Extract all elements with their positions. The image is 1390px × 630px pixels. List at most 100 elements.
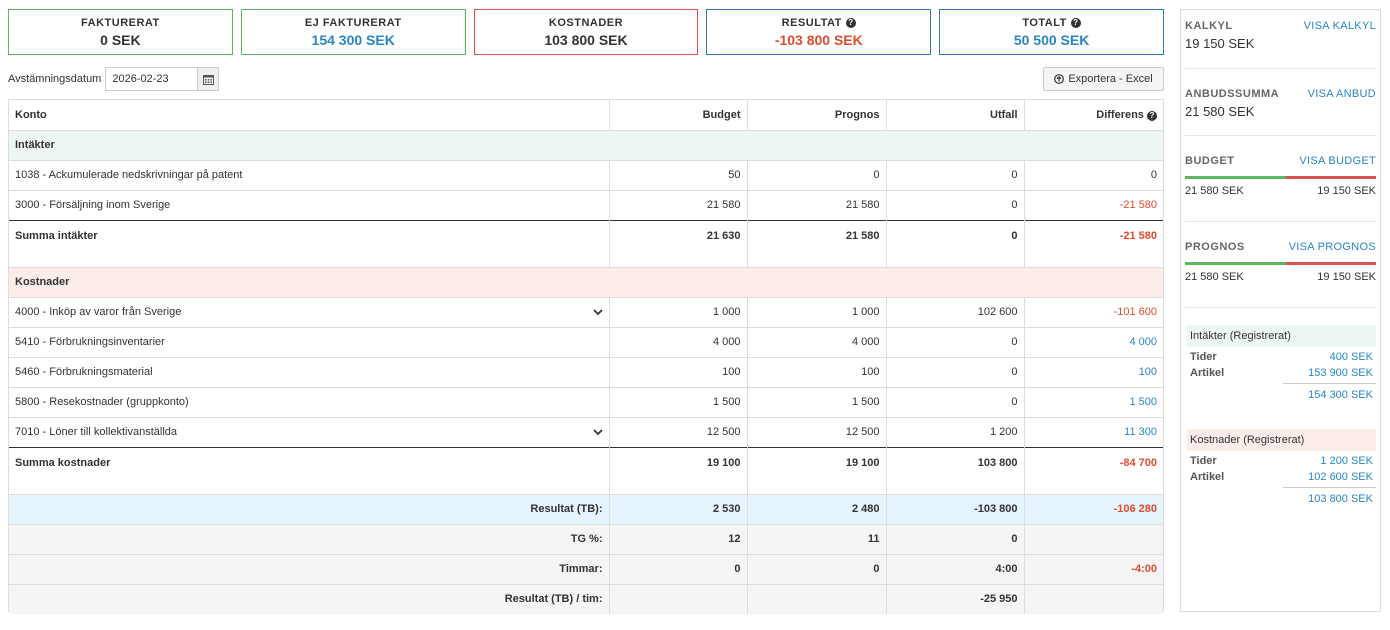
table-row[interactable]: 4000 - Inköp av varor från Sverige 1 000… xyxy=(9,296,1163,327)
card-kostnader: KOSTNADER 103 800 SEK xyxy=(473,9,699,55)
differens-cell: -101 600 xyxy=(1023,296,1163,327)
summary-cards: FAKTURERAT 0 SEK EJ FAKTURERAT 154 300 S… xyxy=(8,9,1164,55)
calendar-button[interactable] xyxy=(197,67,220,91)
card-label: TOTALT? xyxy=(940,17,1163,29)
table-row: 5800 - Resekostnader (gruppkonto) 1 500 … xyxy=(9,386,1163,417)
help-icon[interactable]: ? xyxy=(1070,18,1081,28)
account-name: 5460 - Förbrukningsmaterial xyxy=(9,356,609,387)
anbud-label: ANBUDSSUMMA xyxy=(1185,88,1280,100)
budget-cell: 2 530 xyxy=(608,493,747,524)
differens-cell: -21 580 xyxy=(1023,219,1163,267)
card-ej-fakturerat: EJ FAKTURERAT 154 300 SEK xyxy=(240,9,466,55)
utfall-cell: 0 xyxy=(885,356,1024,387)
utfall-cell: 0 xyxy=(885,219,1024,267)
differens-cell: -21 580 xyxy=(1023,189,1163,220)
budget-cell: 12 500 xyxy=(608,416,747,447)
utfall-cell: 0 xyxy=(885,189,1024,220)
prognos-cell: 11 xyxy=(746,523,886,554)
utfall-cell: 0 xyxy=(885,159,1024,190)
sum-label: Summa kostnader xyxy=(9,446,609,494)
anbud-value: 21 580 SEK xyxy=(1185,104,1255,119)
account-name: 5410 - Förbrukningsinventarier xyxy=(9,326,609,357)
card-label: RESULTAT? xyxy=(707,17,930,29)
prognos-cell: 1 000 xyxy=(746,296,886,327)
chevron-down-icon[interactable] xyxy=(592,427,603,437)
section-kostnader: Kostnader xyxy=(9,266,1163,297)
date-filter: Avstämningsdatum xyxy=(8,67,220,91)
utfall-cell: 0 xyxy=(885,326,1024,357)
col-header-utfall[interactable]: Utfall xyxy=(885,100,1024,130)
utfall-cell: 0 xyxy=(885,386,1024,417)
help-icon[interactable]: ? xyxy=(1147,110,1157,121)
list-item: Tider 400 SEK xyxy=(1190,351,1373,363)
visa-budget-link[interactable]: VISA BUDGET xyxy=(1299,155,1376,167)
budget-cell: 50 xyxy=(608,159,747,190)
col-header-budget[interactable]: Budget xyxy=(608,100,747,130)
budget-cell: 1 000 xyxy=(608,296,747,327)
prognos-bar xyxy=(1185,262,1376,265)
budget-cell xyxy=(608,583,747,614)
list-item: Tider 1 200 SEK xyxy=(1190,455,1373,467)
utfall-cell: 103 800 xyxy=(885,446,1024,494)
differens-cell: -106 280 xyxy=(1023,493,1163,524)
cost-registered-total: 103 800 SEK xyxy=(1283,487,1376,505)
accounts-table: Konto Budget Prognos Utfall Differens ? … xyxy=(8,99,1164,614)
resultat-row: Resultat (TB): 2 530 2 480 -103 800 -106… xyxy=(9,493,1163,524)
card-totalt: TOTALT? 50 500 SEK xyxy=(939,9,1164,55)
summa-intakter-row: Summa intäkter 21 630 21 580 0 -21 580 xyxy=(9,219,1163,267)
row-label: TG %: xyxy=(9,523,609,554)
list-item: Artikel 102 600 SEK xyxy=(1190,471,1373,483)
cost-registered-title: Kostnader (Registrerat) xyxy=(1187,429,1376,451)
differens-cell xyxy=(1023,523,1163,554)
prognos-cell: 2 480 xyxy=(746,493,886,524)
table-row: 5460 - Förbrukningsmaterial 100 100 0 10… xyxy=(9,356,1163,387)
prognos-cell: 1 500 xyxy=(746,386,886,417)
differens-cell: 0 xyxy=(1023,159,1163,190)
budget-cell: 12 xyxy=(608,523,747,554)
timmar-row: Timmar: 0 0 4:00 -4:00 xyxy=(9,553,1163,584)
differens-cell xyxy=(1023,583,1163,614)
budget-left-value: 21 580 SEK xyxy=(1185,185,1244,197)
card-value: 154 300 SEK xyxy=(311,32,395,48)
sum-label: Summa intäkter xyxy=(9,219,609,267)
export-excel-button[interactable]: Exportera - Excel xyxy=(1043,67,1164,91)
prognos-left-value: 21 580 SEK xyxy=(1185,271,1244,283)
differens-cell: -84 700 xyxy=(1023,446,1163,494)
visa-kalkyl-link[interactable]: VISA KALKYL xyxy=(1303,20,1376,32)
utfall-cell: -103 800 xyxy=(885,493,1024,524)
divider xyxy=(1185,68,1376,69)
account-name: 4000 - Inköp av varor från Sverige xyxy=(9,296,609,327)
row-label: Resultat (TB): xyxy=(9,493,609,524)
prognos-cell: 21 580 xyxy=(746,189,886,220)
resultat-per-tim-row: Resultat (TB) / tim: -25 950 xyxy=(9,583,1163,614)
tg-row: TG %: 12 11 0 xyxy=(9,523,1163,554)
export-label: Exportera - Excel xyxy=(1068,73,1153,85)
visa-anbud-link[interactable]: VISA ANBUD xyxy=(1307,88,1376,100)
kalkyl-block: KALKYL VISA KALKYL 19 150 SEK xyxy=(1185,20,1376,51)
section-intakter: Intäkter xyxy=(9,129,1163,160)
differens-cell: 4 000 xyxy=(1023,326,1163,357)
table-row: 3000 - Försäljning inom Sverige 21 580 2… xyxy=(9,189,1163,220)
cost-registered: Kostnader (Registrerat) Tider 1 200 SEK … xyxy=(1187,429,1376,505)
visa-prognos-link[interactable]: VISA PROGNOS xyxy=(1288,241,1376,253)
prognos-block: PROGNOS VISA PROGNOS 21 580 SEK 19 150 S… xyxy=(1185,241,1376,283)
budget-bar-green xyxy=(1185,176,1287,179)
divider xyxy=(1185,135,1376,136)
card-label: FAKTURERAT xyxy=(81,17,160,29)
kalkyl-value: 19 150 SEK xyxy=(1185,36,1255,51)
budget-right-value: 19 150 SEK xyxy=(1317,185,1376,197)
budget-bar xyxy=(1185,176,1376,179)
table-row[interactable]: 7010 - Löner till kollektivanställda 12 … xyxy=(9,416,1163,447)
col-header-prognos[interactable]: Prognos xyxy=(746,100,886,130)
chevron-down-icon[interactable] xyxy=(592,307,603,317)
date-input[interactable] xyxy=(105,67,198,91)
col-header-differens[interactable]: Differens ? xyxy=(1023,100,1163,130)
anbud-block: ANBUDSSUMMA VISA ANBUD 21 580 SEK xyxy=(1185,88,1376,119)
card-value: 103 800 SEK xyxy=(544,32,628,48)
budget-cell: 19 100 xyxy=(608,446,747,494)
divider xyxy=(1185,221,1376,222)
utfall-cell: -25 950 xyxy=(885,583,1024,614)
budget-cell: 4 000 xyxy=(608,326,747,357)
col-header-konto[interactable]: Konto xyxy=(15,108,47,121)
help-icon[interactable]: ? xyxy=(845,18,856,28)
